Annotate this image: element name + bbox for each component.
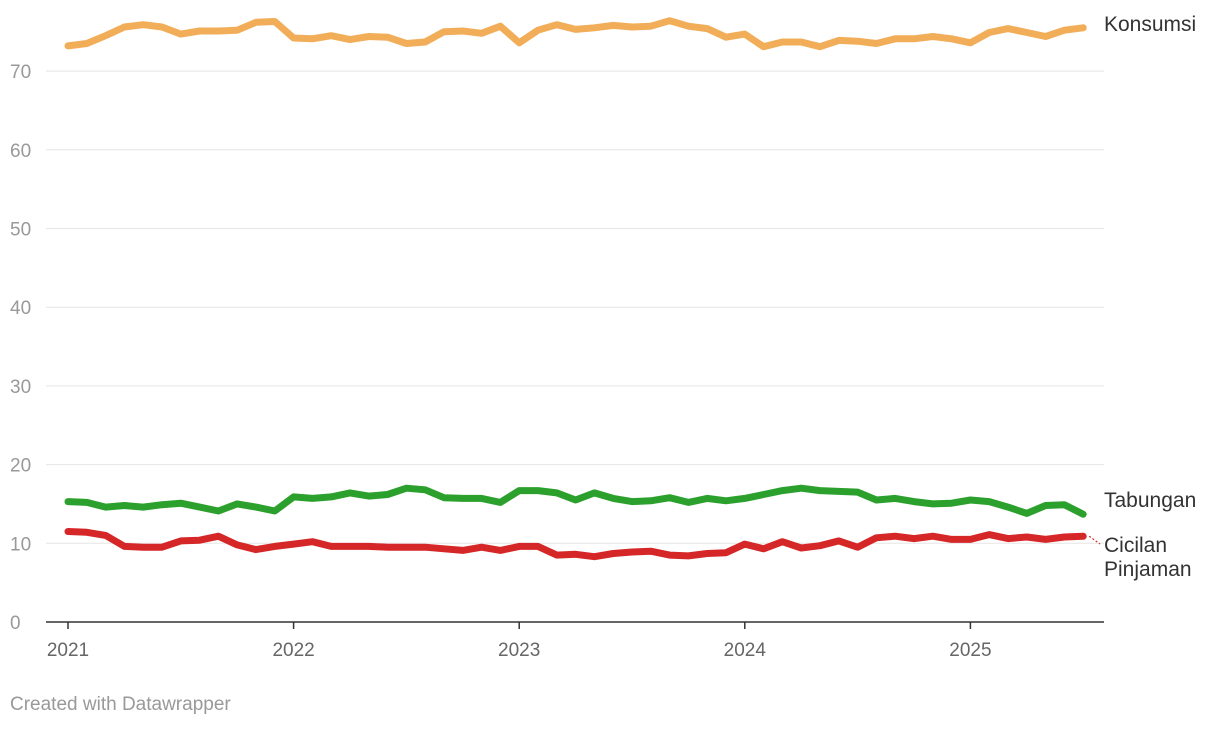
y-tick-label: 30 [10,377,31,398]
series-line-cicilan-pinjaman [64,528,1087,561]
x-axis-ticks: 2021 2022 2023 2024 2025 [47,622,992,661]
series-line-konsumsi [64,17,1087,51]
x-tick-label: 2024 [724,640,767,661]
y-tick-label: 50 [10,219,31,240]
series-label-konsumsi: Konsumsi [1104,13,1196,36]
x-tick-label: 2025 [949,640,991,661]
x-tick-label: 2023 [498,640,540,661]
y-tick-label: 70 [10,62,31,83]
y-tick-label: 60 [10,141,31,162]
y-tick-label: 40 [10,298,31,319]
x-tick-label: 2021 [47,640,89,661]
series-lines [64,17,1087,561]
y-axis-ticks: 0 10 20 30 40 50 60 70 [10,62,31,634]
x-tick-label: 2022 [272,640,314,661]
y-tick-label: 20 [10,456,31,477]
y-tick-label: 0 [10,613,21,634]
y-tick-label: 10 [10,534,31,555]
gridlines [46,70,1104,623]
credit-text: Created with Datawrapper [10,694,231,715]
line-chart: 0 10 20 30 40 50 60 70 2021 2022 2023 2024 2025 Kon… [10,13,1196,661]
series-label-tabungan: Tabungan [1104,489,1196,512]
series-label-cicilan-pinjaman: Cicilan Pinjaman [1104,534,1192,581]
series-labels: Konsumsi Tabungan Cicilan Pinjaman [1088,13,1196,581]
series-line-tabungan [64,484,1087,518]
